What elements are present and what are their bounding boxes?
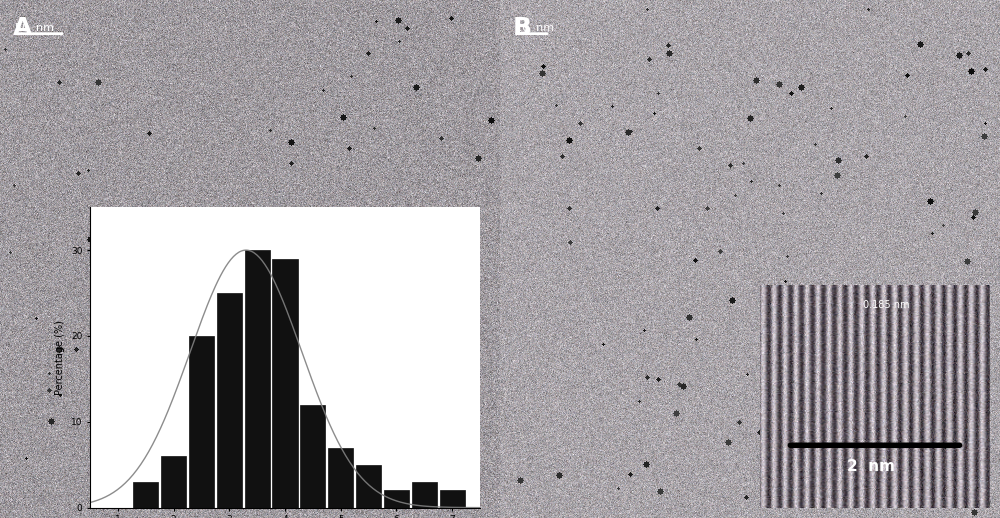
Text: 50  nm: 50 nm — [15, 23, 54, 33]
Text: B: B — [512, 16, 532, 39]
Text: 20  nm: 20 nm — [515, 23, 554, 33]
Text: A: A — [12, 16, 32, 39]
